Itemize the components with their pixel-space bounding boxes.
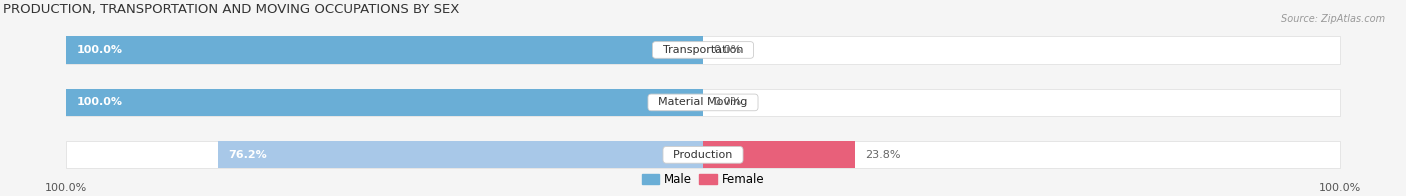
Text: PRODUCTION, TRANSPORTATION AND MOVING OCCUPATIONS BY SEX: PRODUCTION, TRANSPORTATION AND MOVING OC…: [3, 3, 460, 16]
Bar: [66, 36, 703, 64]
Text: 100.0%: 100.0%: [76, 97, 122, 107]
Legend: Male, Female: Male, Female: [637, 168, 769, 191]
Text: Material Moving: Material Moving: [651, 97, 755, 107]
Text: 23.8%: 23.8%: [865, 150, 900, 160]
Text: 100.0%: 100.0%: [45, 183, 87, 193]
Text: 0.0%: 0.0%: [713, 45, 741, 55]
Bar: [66, 89, 1340, 116]
Bar: [218, 141, 703, 169]
Text: 0.0%: 0.0%: [713, 97, 741, 107]
Text: Source: ZipAtlas.com: Source: ZipAtlas.com: [1281, 14, 1385, 24]
Text: 100.0%: 100.0%: [1319, 183, 1361, 193]
Bar: [703, 141, 855, 169]
Bar: [66, 36, 1340, 64]
Bar: [66, 141, 1340, 169]
Text: Production: Production: [666, 150, 740, 160]
Text: Transportation: Transportation: [655, 45, 751, 55]
Bar: [66, 89, 703, 116]
Text: 76.2%: 76.2%: [228, 150, 267, 160]
Text: 100.0%: 100.0%: [76, 45, 122, 55]
